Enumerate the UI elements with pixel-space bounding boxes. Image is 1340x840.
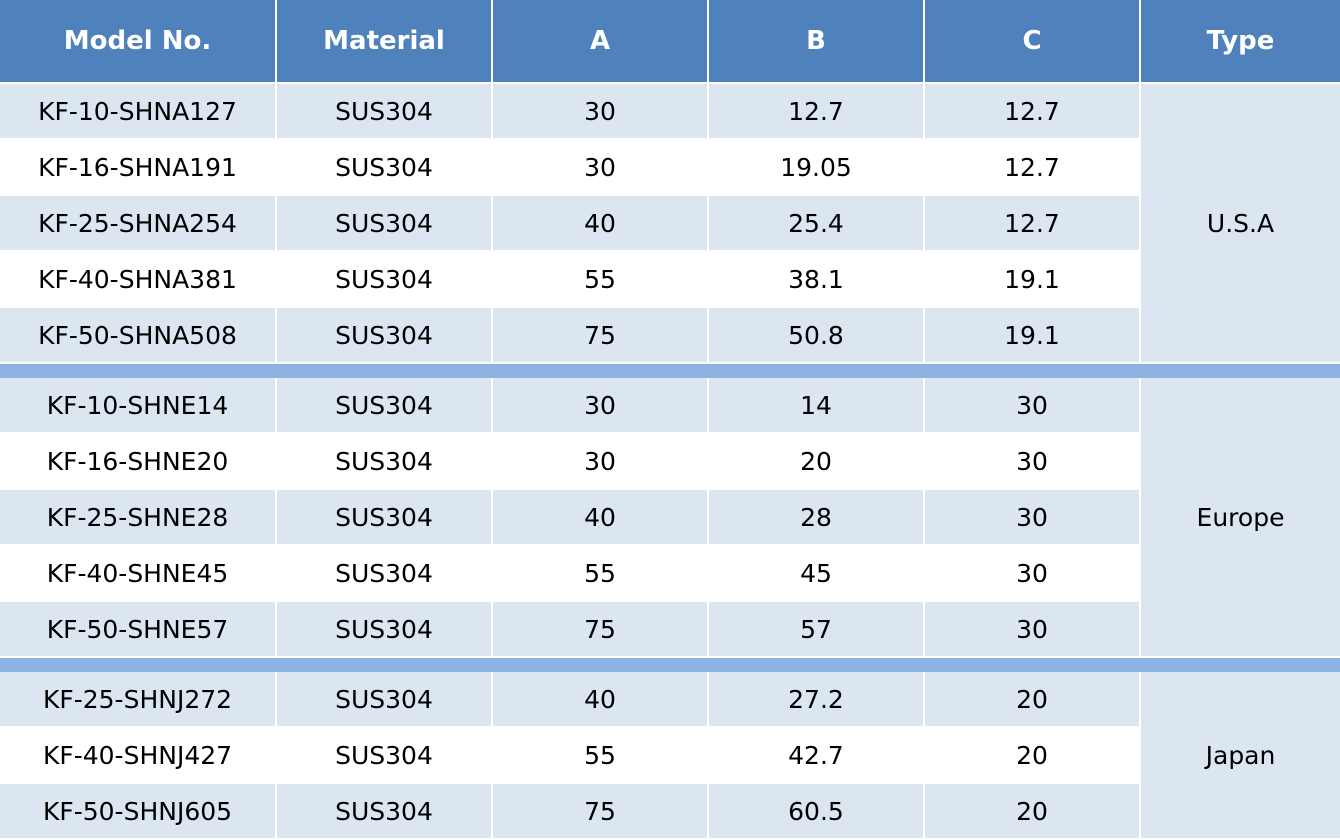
a-cell: 55 <box>491 251 709 308</box>
column-header-c: C <box>923 0 1141 84</box>
a-cell: 75 <box>491 783 709 840</box>
a-cell: 55 <box>491 545 709 602</box>
b-cell: 45 <box>707 545 925 602</box>
material-cell: SUS304 <box>275 83 493 140</box>
material-cell: SUS304 <box>275 378 493 434</box>
table-row: KF-25-SHNA254 SUS304 40 25.4 12.7 <box>0 195 1340 252</box>
c-cell: 20 <box>923 672 1141 728</box>
material-cell: SUS304 <box>275 783 493 840</box>
b-cell: 57 <box>707 601 925 658</box>
c-cell: 12.7 <box>923 83 1141 140</box>
c-cell: 20 <box>923 727 1140 784</box>
b-cell: 28 <box>707 489 925 546</box>
table-row: KF-40-SHNJ427 SUS304 55 42.7 20 <box>0 727 1340 784</box>
table-row: KF-16-SHNA191 SUS304 30 19.05 12.7 <box>0 139 1340 196</box>
c-cell: 19.1 <box>923 307 1140 364</box>
table-row: KF-25-SHNJ272 SUS304 40 27.2 20 Japan <box>0 672 1340 840</box>
group-separator <box>0 363 1340 378</box>
model-no-cell: KF-25-SHNE28 <box>0 489 277 546</box>
a-cell: 75 <box>491 601 709 658</box>
table-row: KF-25-SHNE28 SUS304 40 28 30 <box>0 489 1340 546</box>
b-cell: 27.2 <box>707 672 925 728</box>
table-row: KF-50-SHNA508 SUS304 75 50.8 19.1 <box>0 307 1340 364</box>
table-row: KF-40-SHNA381 SUS304 55 38.1 19.1 <box>0 251 1340 308</box>
group-separator <box>0 657 1340 672</box>
c-cell: 30 <box>923 601 1140 658</box>
b-cell: 14 <box>707 378 925 434</box>
a-cell: 40 <box>491 489 709 546</box>
c-cell: 20 <box>923 783 1140 840</box>
material-cell: SUS304 <box>275 545 493 602</box>
column-header-material: Material <box>275 0 493 84</box>
c-cell: 30 <box>923 433 1140 490</box>
table-row: KF-10-SHNE14 SUS304 30 14 30 Europe <box>0 378 1340 658</box>
model-no-cell: KF-25-SHNA254 <box>0 195 277 252</box>
a-cell: 30 <box>491 139 709 196</box>
a-cell: 75 <box>491 307 709 364</box>
material-cell: SUS304 <box>275 433 493 490</box>
table-row: KF-50-SHNE57 SUS304 75 57 30 <box>0 601 1340 658</box>
group-separator-bar <box>0 363 1340 378</box>
model-no-cell: KF-40-SHNA381 <box>0 251 277 308</box>
column-header-a: A <box>491 0 709 84</box>
table-row: KF-10-SHNA127 SUS304 30 12.7 12.7 U.S.A <box>0 83 1340 364</box>
a-cell: 55 <box>491 727 709 784</box>
table-row: KF-50-SHNJ605 SUS304 75 60.5 20 <box>0 783 1340 840</box>
model-no-cell: KF-50-SHNA508 <box>0 307 277 364</box>
table-row: KF-40-SHNE45 SUS304 55 45 30 <box>0 545 1340 602</box>
model-no-cell: KF-25-SHNJ272 <box>0 672 277 728</box>
material-cell: SUS304 <box>275 251 493 308</box>
model-no-cell: KF-16-SHNA191 <box>0 139 277 196</box>
c-cell: 30 <box>923 545 1140 602</box>
a-cell: 30 <box>491 83 709 140</box>
a-cell: 40 <box>491 672 709 728</box>
model-no-cell: KF-50-SHNJ605 <box>0 783 277 840</box>
column-header-model-no: Model No. <box>0 0 277 84</box>
group-separator-bar <box>0 657 1340 672</box>
type-cell: U.S.A <box>1139 83 1340 364</box>
material-cell: SUS304 <box>275 307 493 364</box>
b-cell: 19.05 <box>707 139 925 196</box>
c-cell: 30 <box>923 378 1141 434</box>
material-cell: SUS304 <box>275 139 493 196</box>
c-cell: 12.7 <box>923 139 1140 196</box>
column-header-type: Type <box>1139 0 1340 84</box>
b-cell: 38.1 <box>707 251 925 308</box>
b-cell: 42.7 <box>707 727 925 784</box>
material-cell: SUS304 <box>275 672 493 728</box>
material-cell: SUS304 <box>275 727 493 784</box>
b-cell: 60.5 <box>707 783 925 840</box>
b-cell: 50.8 <box>707 307 925 364</box>
model-no-cell: KF-10-SHNA127 <box>0 83 277 140</box>
b-cell: 20 <box>707 433 925 490</box>
a-cell: 30 <box>491 378 709 434</box>
a-cell: 40 <box>491 195 709 252</box>
b-cell: 25.4 <box>707 195 925 252</box>
model-no-cell: KF-10-SHNE14 <box>0 378 277 434</box>
column-header-b: B <box>707 0 925 84</box>
model-no-cell: KF-50-SHNE57 <box>0 601 277 658</box>
model-no-cell: KF-16-SHNE20 <box>0 433 277 490</box>
c-cell: 12.7 <box>923 195 1140 252</box>
model-no-cell: KF-40-SHNJ427 <box>0 727 277 784</box>
type-cell: Europe <box>1139 378 1340 658</box>
material-cell: SUS304 <box>275 195 493 252</box>
table-row: KF-16-SHNE20 SUS304 30 20 30 <box>0 433 1340 490</box>
table-body: KF-10-SHNA127 SUS304 30 12.7 12.7 U.S.A KF-16-… <box>0 83 1340 840</box>
table-header: Model No. Material A B C Type <box>0 0 1340 84</box>
c-cell: 30 <box>923 489 1140 546</box>
model-no-cell: KF-40-SHNE45 <box>0 545 277 602</box>
header-row: Model No. Material A B C Type <box>0 0 1340 84</box>
material-cell: SUS304 <box>275 601 493 658</box>
a-cell: 30 <box>491 433 709 490</box>
c-cell: 19.1 <box>923 251 1140 308</box>
type-cell: Japan <box>1139 672 1340 840</box>
b-cell: 12.7 <box>707 83 925 140</box>
material-cell: SUS304 <box>275 489 493 546</box>
